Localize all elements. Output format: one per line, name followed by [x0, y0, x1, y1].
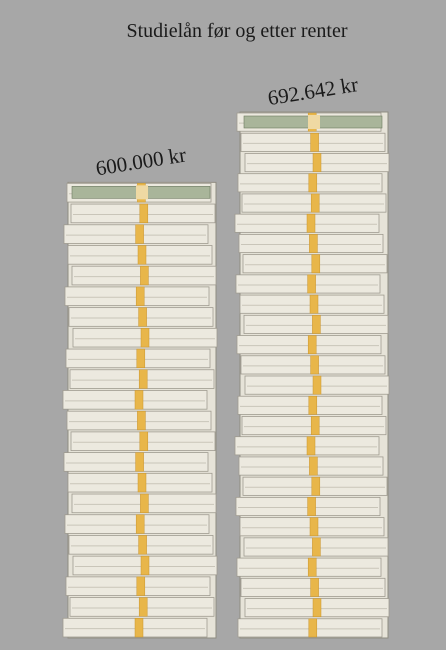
bundle-band [139, 308, 147, 327]
bundle-band [141, 556, 149, 575]
bundle-band [135, 390, 143, 409]
top-band [136, 185, 148, 199]
bundle-band [307, 214, 315, 232]
bundle-band [311, 133, 319, 151]
bundle-band [135, 618, 143, 637]
bundle-band [309, 234, 317, 252]
bundle-band [313, 376, 321, 394]
bundle-band [141, 328, 149, 347]
bundle-band [140, 266, 148, 285]
bundle-band [138, 245, 146, 264]
bundle-band [308, 275, 316, 293]
bundle-band [140, 204, 148, 223]
bundle-band [308, 558, 316, 576]
bundle-band [309, 457, 317, 475]
bundle-band [309, 396, 317, 414]
bundle-band [313, 153, 321, 171]
bundle-band [309, 619, 317, 637]
bundle-band [311, 194, 319, 212]
bundle-band [136, 287, 144, 306]
bundle-band [312, 538, 320, 556]
bundle-band [136, 515, 144, 534]
bundle-band [307, 437, 315, 455]
bundle-band [140, 432, 148, 451]
chart-title: Studielån før og etter renter [126, 20, 347, 42]
bundle-band [309, 174, 317, 192]
bundle-band [136, 225, 144, 244]
bundle-band [140, 494, 148, 513]
bundle-band [136, 453, 144, 472]
bundle-band [139, 598, 147, 617]
top-band [308, 115, 320, 129]
bundle-band [138, 473, 146, 492]
bundle-band [139, 370, 147, 389]
bundle-band [137, 577, 145, 596]
bundle-band [310, 518, 318, 536]
bundle-band [311, 356, 319, 374]
chart: Studielån før og etter renter 600.000 kr… [0, 0, 446, 650]
bundle-band [313, 599, 321, 617]
bundle-band [308, 336, 316, 354]
bundle-band [137, 349, 145, 368]
bundle-band [312, 315, 320, 333]
bundle-band [312, 255, 320, 273]
bundle-band [312, 477, 320, 495]
bundle-band [311, 578, 319, 596]
bundle-band [310, 295, 318, 313]
bundle-band [139, 535, 147, 554]
bundle-band [311, 416, 319, 434]
bundle-band [308, 497, 316, 515]
bundle-band [137, 411, 145, 430]
